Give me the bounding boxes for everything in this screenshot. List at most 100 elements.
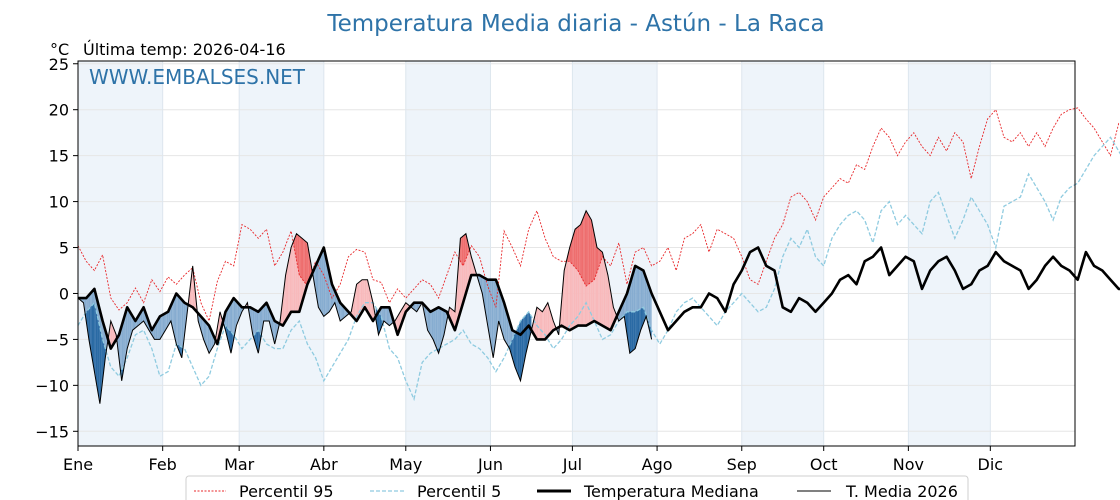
fill-above-median	[561, 286, 563, 327]
fill-above-median	[359, 280, 361, 317]
legend-label-median: Temperatura Mediana	[583, 482, 759, 500]
y-tick-label: 25	[49, 55, 69, 74]
fill-above-median	[289, 247, 292, 315]
month-band-nov	[908, 61, 991, 446]
fill-above-median	[468, 245, 470, 285]
fill-below-median	[263, 304, 266, 322]
fill-below-median	[487, 279, 490, 334]
fill-above-median	[540, 310, 543, 340]
fill-below-p5	[94, 302, 96, 380]
fill-below-median	[129, 311, 132, 340]
x-tick-label: Abr	[310, 455, 338, 474]
fill-below-median	[321, 250, 323, 315]
fill-above-median	[566, 253, 569, 330]
fill-below-median	[506, 311, 509, 347]
fill-below-median	[501, 295, 503, 335]
fill-above-median	[609, 283, 611, 331]
series-lines	[77, 107, 1120, 404]
x-tick-label: Oct	[810, 455, 838, 474]
fill-above-p95	[596, 247, 599, 273]
fill-below-median	[209, 325, 211, 354]
fill-below-median	[317, 259, 319, 308]
fill-below-p5	[378, 311, 380, 335]
fill-above-median	[352, 298, 354, 318]
fill-above-median	[603, 257, 606, 328]
fill-above-median	[357, 281, 360, 319]
fill-below-median	[176, 293, 178, 348]
fill-below-median	[203, 319, 206, 343]
fill-above-p95	[592, 226, 595, 281]
fill-below-median	[205, 321, 207, 347]
fill-below-median	[427, 308, 429, 333]
fill-below-p5	[93, 302, 95, 372]
fill-above-p95	[601, 250, 603, 261]
fill-below-median	[207, 324, 210, 354]
fill-above-p95	[461, 236, 464, 266]
series-line-percentil-5	[77, 136, 1120, 402]
fill-below-median	[262, 305, 264, 330]
fill-below-median	[125, 307, 128, 357]
fill-below-median	[179, 296, 181, 355]
fill-above-median	[550, 311, 552, 334]
fill-above-p95	[464, 233, 466, 263]
fill-above-p95	[460, 237, 462, 264]
fill-below-median	[388, 307, 390, 326]
fill-above-p95	[595, 240, 597, 276]
fill-below-median	[322, 247, 324, 317]
fill-below-median	[418, 302, 420, 310]
fill-above-p95	[579, 224, 581, 276]
fill-below-p5	[642, 307, 644, 327]
fill-below-median	[325, 253, 327, 316]
fill-above-median	[549, 307, 551, 335]
fill-below-p5	[640, 308, 643, 331]
y-tick-label: 10	[49, 193, 69, 212]
fill-below-median	[424, 305, 427, 324]
fill-above-median	[547, 302, 550, 337]
fill-above-median	[565, 259, 567, 329]
fill-below-median	[121, 321, 124, 381]
x-tick-label: Feb	[149, 455, 177, 474]
fill-below-median	[647, 281, 649, 328]
fill-above-median	[546, 302, 548, 338]
fill-below-p5	[633, 311, 636, 350]
fill-below-median	[128, 309, 130, 345]
fill-below-median	[505, 307, 507, 345]
fill-below-p5	[637, 309, 640, 340]
fill-above-median	[545, 304, 547, 340]
fill-below-median	[180, 298, 182, 358]
fill-below-p5	[90, 305, 92, 356]
fill-below-median	[265, 302, 267, 322]
fill-above-p95	[591, 219, 593, 282]
legend-item-p95: Percentil 95	[194, 482, 334, 500]
fill-below-median	[479, 275, 481, 289]
fill-below-median	[338, 299, 341, 322]
x-tick-label: Sep	[727, 455, 757, 474]
y-tick-label: 0	[59, 284, 69, 303]
fill-above-p95	[306, 241, 308, 287]
fill-below-median	[439, 308, 442, 349]
y-tick-label: −5	[45, 330, 69, 349]
legend-item-median: Temperatura Mediana	[537, 482, 759, 500]
fill-below-median	[158, 316, 160, 340]
fill-above-median	[285, 268, 287, 322]
fill-below-p5	[629, 311, 632, 354]
fill-below-median	[648, 285, 651, 334]
fill-above-p95	[588, 215, 591, 284]
fill-above-p95	[303, 239, 305, 283]
y-tick-label: 20	[49, 101, 69, 120]
fill-above-p95	[599, 249, 602, 265]
legend-box	[185, 475, 969, 500]
fill-below-p5	[515, 330, 517, 371]
fill-below-median	[162, 314, 165, 335]
fill-below-median	[504, 302, 506, 342]
fill-above-median	[543, 307, 546, 340]
fill-below-median	[332, 284, 334, 308]
fill-below-p5	[98, 321, 100, 404]
legend-label-current: T. Media 2026	[845, 482, 958, 500]
fill-above-median	[598, 248, 600, 325]
fill-above-p95	[571, 238, 573, 265]
fill-above-median	[607, 275, 610, 330]
fill-below-median	[486, 278, 488, 326]
fill-below-median	[438, 307, 440, 354]
fill-below-median	[383, 307, 386, 323]
